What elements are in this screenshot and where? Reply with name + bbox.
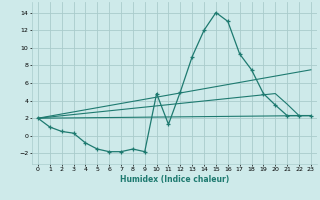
X-axis label: Humidex (Indice chaleur): Humidex (Indice chaleur): [120, 175, 229, 184]
